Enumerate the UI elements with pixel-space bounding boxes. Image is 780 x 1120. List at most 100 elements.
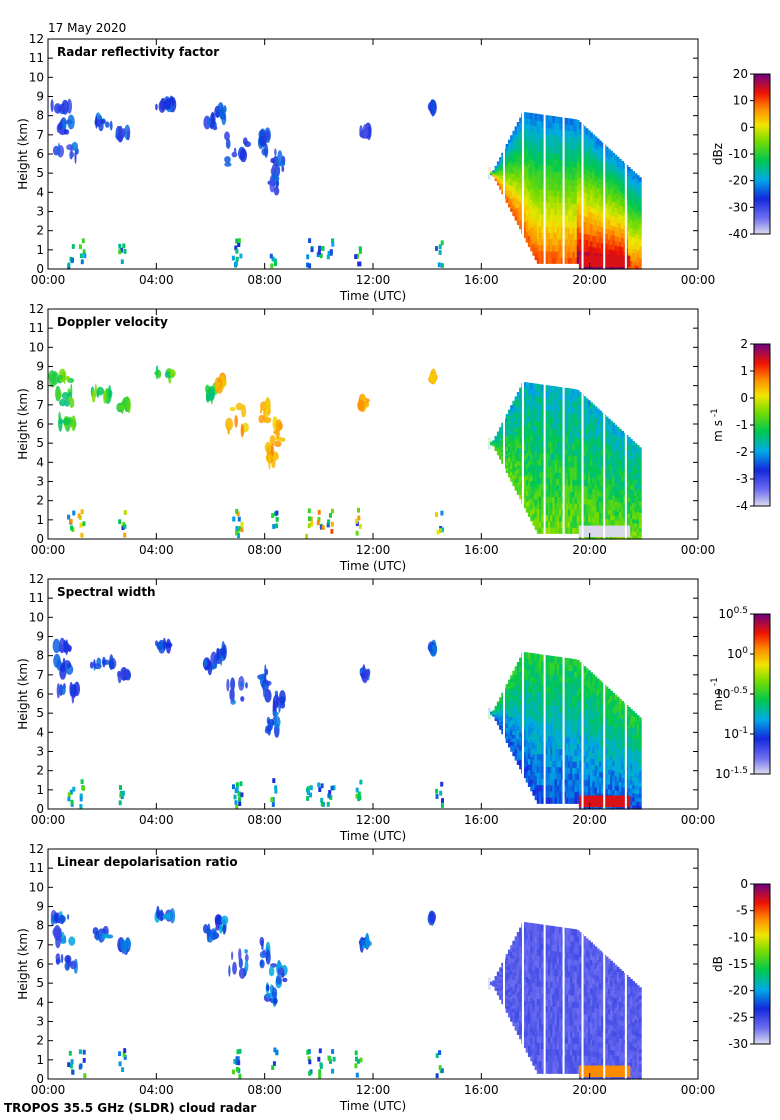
precip-cell [572,179,576,186]
precip-cell [541,753,545,761]
precip-cell [574,419,578,426]
precip-cell [559,184,562,191]
precip-cell [514,458,518,464]
y-tick-label: 6 [36,417,44,431]
precip-cell [523,169,527,176]
precip-cell [585,521,589,528]
precip-cell [636,210,640,215]
precip-cell [638,249,642,255]
precip-cell [536,660,540,668]
cloud-patch [58,411,61,422]
precip-cell [554,140,558,148]
precip-cell [541,747,545,755]
precip-cell [570,394,573,402]
precip-cell [496,182,500,185]
precip-cell [618,172,622,178]
cloud-patch [65,664,74,675]
precip-cell [534,217,538,224]
precip-cell [499,162,502,165]
precip-cell [552,251,556,258]
data-gap [543,376,546,539]
precip-cell [510,189,514,193]
precip-cell [501,422,505,426]
precip-cell [592,229,596,236]
precip-cell [539,126,542,134]
precip-cell [534,750,538,758]
precip-cell [541,790,545,798]
precip-cell [554,484,558,492]
precip-cell [519,731,522,737]
precip-cell [605,167,609,173]
precip-cell [596,214,600,221]
precip-cell [532,395,536,402]
precip-cell [556,399,560,406]
precip-cell [601,491,605,498]
precip-cell [547,201,551,209]
precip-cell [516,683,520,689]
precip-cell [527,780,531,787]
precip-cell [510,198,514,203]
precip-cell [636,488,640,493]
precip-cell [530,388,534,396]
precip-cell [510,443,514,447]
precip-cell [590,240,593,247]
precip-cell [572,419,576,426]
precip-cell [579,428,582,436]
precip-cell [627,522,631,527]
precip-cell [610,504,613,511]
precip-cell [621,178,625,184]
low-echo [79,804,83,809]
precip-cell [579,122,582,129]
precip-cell [532,724,536,731]
precip-cell [505,715,509,719]
precip-cell [556,202,560,209]
precip-cell [519,461,522,467]
precip-cell [523,143,527,150]
precip-cell [587,498,591,505]
precip-cell [625,195,629,201]
precip-cell [559,159,562,167]
low-echo [275,510,279,516]
colorbar-tick-label: -1 [736,418,748,432]
precip-cell [607,508,611,515]
precip-cell [594,456,598,463]
precip-cell [594,208,598,215]
precip-cell [599,199,602,206]
precip-cell [496,452,500,455]
precip-cell [592,196,596,203]
precip-cell [534,174,538,182]
precip-cell [501,451,505,454]
precip-cell [514,439,518,444]
precip-cell [547,459,551,467]
precip-cell [550,404,553,411]
cloud-patch [109,389,113,397]
precip-cell [523,704,527,711]
precip-cell [496,448,500,450]
precip-cell [590,246,593,253]
precip-cell [601,417,605,424]
cloud-patch [273,715,281,729]
low-echo [320,524,324,530]
precip-cell [541,679,545,687]
x-tick-label: 16:00 [464,273,499,287]
precip-cell [559,257,562,264]
precip-cell [594,411,598,419]
precip-cell [505,698,509,702]
precip-cell [610,239,613,245]
precip-cell [547,177,551,184]
precip-cell [594,180,598,187]
precip-cell [519,201,522,207]
precip-cell [501,730,505,733]
precip-cell [563,214,567,222]
precip-cell [627,475,631,481]
precip-cell [576,467,580,475]
precip-cell [565,257,569,264]
low-echo [118,249,122,255]
precip-cell [510,173,514,177]
precip-cell [525,220,529,227]
low-echo [321,525,325,530]
precip-cell [552,435,556,442]
low-echo [234,800,238,805]
precip-cell [634,451,638,456]
